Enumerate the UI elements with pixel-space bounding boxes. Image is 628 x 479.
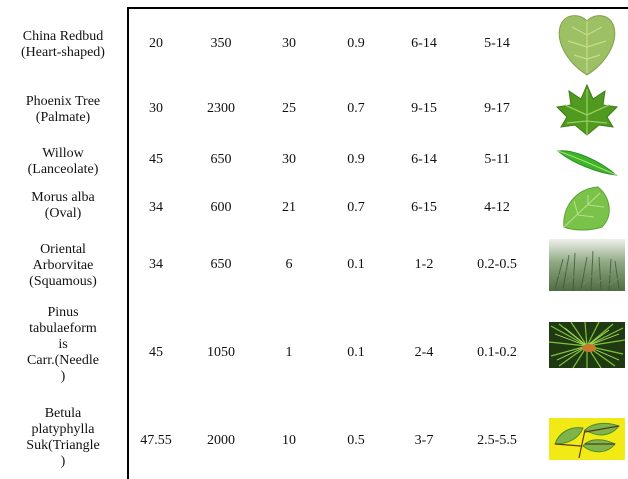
tree-name: Oriental Arborvitae (Squamous) <box>29 242 97 289</box>
value-cell: 0.1 <box>347 257 365 272</box>
value-cell: 1 <box>285 345 293 360</box>
tree-name: Morus alba (Oval) <box>31 190 95 221</box>
value-cell: 6 <box>285 257 293 272</box>
value-cell: 30 <box>282 152 296 167</box>
value-cell: 34 <box>149 200 163 215</box>
value-cell: 650 <box>210 152 232 167</box>
value-cell: 45 <box>149 152 163 167</box>
value-cell: 10 <box>282 433 296 448</box>
value-cell: 9-15 <box>411 101 437 116</box>
tree-name: Phoenix Tree (Palmate) <box>25 94 101 125</box>
table-top-rule <box>127 7 628 9</box>
table-row: Phoenix Tree (Palmate) 30 2300 25 0.7 9-1… <box>0 83 628 144</box>
tree-name: China Redbud (Heart-shaped) <box>21 29 105 60</box>
value-cell: 6-14 <box>411 152 437 167</box>
table-row: Willow (Lanceolate) 45 650 30 0.9 6-14 5-… <box>0 144 628 182</box>
tree-name: Betula platyphylla Suk(Triangle) <box>26 406 100 469</box>
value-cell: 5-11 <box>484 152 510 167</box>
value-cell: 0.5 <box>347 433 365 448</box>
oval-leaf-icon <box>549 182 625 232</box>
table-row: Pinus tabulaeform is Carr.(Needle) 45 1050 … <box>0 292 628 398</box>
triangle-leaf-icon <box>549 418 625 460</box>
value-cell: 0.9 <box>347 36 365 51</box>
value-cell: 0.9 <box>347 152 365 167</box>
value-cell: 0.1 <box>347 345 365 360</box>
table-row: Betula platyphylla Suk(Triangle) 47.55 200… <box>0 398 628 479</box>
value-cell: 1050 <box>207 345 235 360</box>
table-row: Oriental Arborvitae (Squamous) 34 650 6 0.… <box>0 232 628 292</box>
heart-leaf-icon <box>549 11 625 77</box>
value-cell: 5-14 <box>484 36 510 51</box>
value-cell: 1-2 <box>414 257 434 272</box>
value-cell: 2300 <box>207 101 235 116</box>
value-cell: 650 <box>210 257 232 272</box>
value-cell: 9-17 <box>484 101 510 116</box>
tree-name: Willow (Lanceolate) <box>27 146 99 177</box>
value-cell: 6-15 <box>411 200 437 215</box>
value-cell: 30 <box>282 36 296 51</box>
value-cell: 30 <box>149 101 163 116</box>
value-cell: 2-4 <box>414 345 434 360</box>
value-cell: 0.1-0.2 <box>477 345 517 360</box>
value-cell: 350 <box>210 36 232 51</box>
value-cell: 21 <box>282 200 296 215</box>
table-row: China Redbud (Heart-shaped) 20 350 30 0.9… <box>0 9 628 78</box>
tree-name: Pinus tabulaeform is Carr.(Needle) <box>27 305 99 384</box>
value-cell: 4-12 <box>484 200 510 215</box>
value-cell: 45 <box>149 345 163 360</box>
value-cell: 20 <box>149 36 163 51</box>
needle-leaf-icon <box>549 322 625 368</box>
value-cell: 0.2-0.5 <box>477 257 517 272</box>
value-cell: 0.7 <box>347 200 365 215</box>
table-row: Morus alba (Oval) 34 600 21 0.7 6-15 4-12 <box>0 182 628 232</box>
value-cell: 2000 <box>207 433 235 448</box>
value-cell: 34 <box>149 257 163 272</box>
value-cell: 47.55 <box>140 433 172 448</box>
value-cell: 600 <box>210 200 232 215</box>
value-cell: 6-14 <box>411 36 437 51</box>
value-cell: 3-7 <box>414 433 434 448</box>
value-cell: 25 <box>282 101 296 116</box>
squamous-leaf-icon <box>549 239 625 291</box>
value-cell: 2.5-5.5 <box>477 433 517 448</box>
lanceolate-leaf-icon <box>549 144 625 180</box>
palmate-leaf-icon <box>549 80 625 140</box>
table-column-rule <box>127 7 129 479</box>
value-cell: 0.7 <box>347 101 365 116</box>
